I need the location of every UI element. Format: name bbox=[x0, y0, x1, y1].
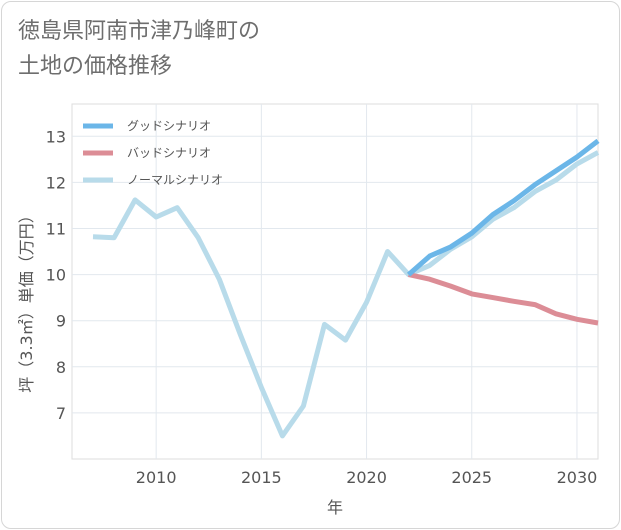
series-lines bbox=[92, 138, 600, 439]
y-tick-label: 7 bbox=[56, 404, 66, 423]
y-tick-label: 11 bbox=[46, 219, 66, 238]
chart-title-line-1: 徳島県阿南市津乃峰町の bbox=[18, 19, 261, 44]
y-axis-title: 坪（3.3㎡）単価（万円） bbox=[17, 207, 36, 392]
x-tick-label: 2025 bbox=[451, 468, 492, 487]
legend-label-0: グッドシナリオ bbox=[127, 119, 211, 133]
y-tick-label: 13 bbox=[46, 127, 66, 146]
x-tick-label: 2030 bbox=[557, 468, 598, 487]
series-line-0 bbox=[406, 138, 600, 277]
y-tick-label: 12 bbox=[46, 173, 66, 192]
series-line-2 bbox=[92, 150, 600, 439]
x-tick-label: 2020 bbox=[346, 468, 387, 487]
series-line-1 bbox=[408, 272, 599, 326]
y-tick-label: 9 bbox=[56, 312, 66, 331]
chart-title-line-2: 土地の価格推移 bbox=[18, 54, 173, 79]
chart-title: 徳島県阿南市津乃峰町の 土地の価格推移 bbox=[18, 14, 260, 84]
y-tick-label: 10 bbox=[46, 266, 66, 285]
x-axis-title: 年 bbox=[327, 498, 343, 517]
x-tick-label: 2015 bbox=[241, 468, 282, 487]
grid-lines bbox=[72, 104, 598, 459]
legend-label-2: ノーマルシナリオ bbox=[127, 173, 223, 187]
x-tick-label: 2010 bbox=[136, 468, 177, 487]
y-tick-label: 8 bbox=[56, 358, 66, 377]
axis-ticks: 2010 2015 2020 2025 2030 7 8 9 10 11 12 13 bbox=[46, 127, 598, 487]
legend-label-1: バッドシナリオ bbox=[127, 146, 211, 160]
plot-area bbox=[71, 103, 599, 460]
